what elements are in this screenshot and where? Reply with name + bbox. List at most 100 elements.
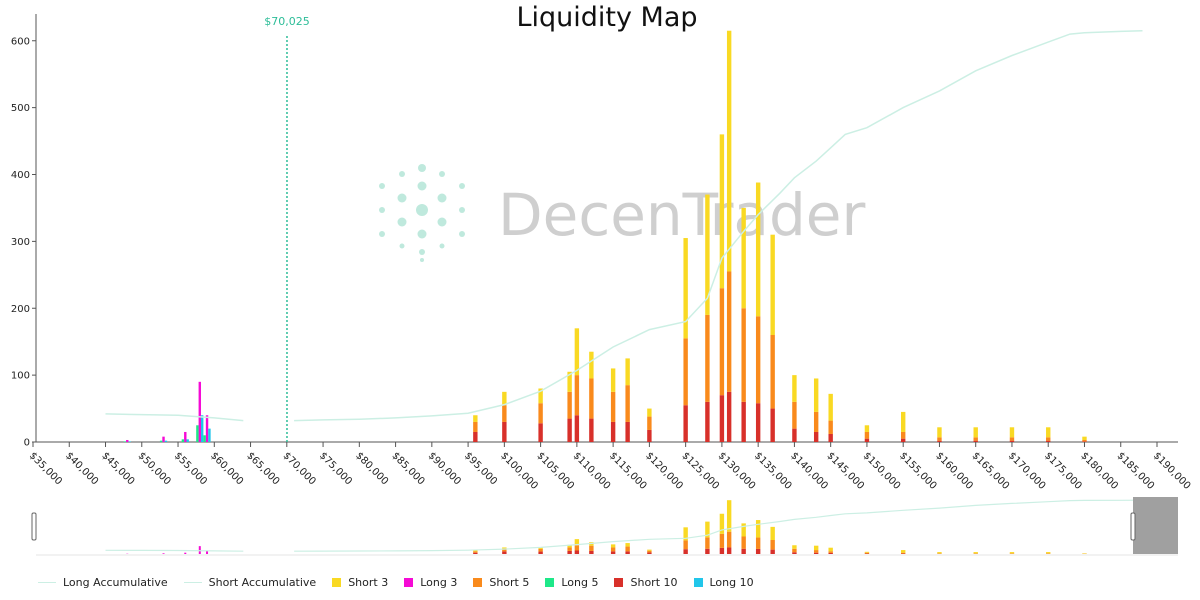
nav-short-3-bar <box>864 551 870 553</box>
nav-short-10-bar <box>647 552 652 554</box>
nav-short-10-bar <box>705 548 710 554</box>
short-3-bar <box>937 427 942 438</box>
short-3-bar <box>574 328 580 376</box>
short-3-bar <box>828 393 833 421</box>
legend-long-10[interactable]: Long 10 <box>693 576 754 589</box>
short-5-bar <box>589 378 594 419</box>
watermark-dot <box>379 231 385 237</box>
nav-short-3-bar <box>813 545 819 551</box>
nav-short-3-bar <box>625 543 630 547</box>
watermark-dot <box>397 217 407 227</box>
legend-long-3[interactable]: Long 3 <box>404 576 457 589</box>
short-5-bar <box>1082 439 1087 442</box>
navigator-left-handle[interactable] <box>31 512 37 541</box>
nav-short-10-bar <box>813 552 819 554</box>
nav-short-10-bar <box>473 552 478 554</box>
liquidity-bars <box>123 30 1087 442</box>
nav-short-3-bar <box>937 552 942 554</box>
short-3-bar <box>726 30 732 272</box>
nav-short-10-bar <box>567 550 572 554</box>
long-3-bar <box>126 439 129 442</box>
legend-label: Long Accumulative <box>63 575 168 589</box>
square-swatch-icon <box>332 577 342 587</box>
short-5-bar <box>755 316 761 404</box>
nav-long-3-bar <box>184 552 187 554</box>
navigator-right-handle[interactable] <box>1130 512 1136 541</box>
short-3-bar <box>473 415 478 422</box>
y-tick-label: 500 <box>11 103 30 114</box>
navigator-selection-mask[interactable] <box>1133 497 1178 554</box>
nav-short-3-bar <box>647 549 652 551</box>
y-tick-label: 300 <box>11 237 30 248</box>
x-tick-label: $125,000 <box>680 450 722 492</box>
x-tick-label: $95,000 <box>462 450 499 487</box>
nav-short-3-bar <box>973 552 978 554</box>
nav-short-5-bar <box>726 531 732 548</box>
current-price-label: $70,025 <box>264 15 310 28</box>
nav-short-10-bar <box>625 551 630 554</box>
line-swatch-icon <box>38 581 56 583</box>
short-3-bar <box>719 134 725 289</box>
short-10-bar <box>610 421 616 442</box>
nav-short-3-bar <box>473 550 478 552</box>
watermark-dot <box>459 207 465 213</box>
short-10-bar <box>705 401 710 442</box>
legend-short-10[interactable]: Short 10 <box>614 575 678 589</box>
short-5-bar <box>937 437 942 441</box>
short-3-bar <box>973 427 978 438</box>
legend-label: Short 10 <box>630 575 678 589</box>
long-3-bar <box>184 431 187 442</box>
x-tick-label: $140,000 <box>788 450 830 492</box>
line-swatch-icon <box>183 581 202 583</box>
nav-short-3-bar <box>683 527 688 541</box>
nav-short-5-bar <box>755 537 761 549</box>
square-swatch-icon <box>473 577 483 587</box>
short-5-bar <box>828 420 833 434</box>
nav-short-10-bar <box>726 547 732 554</box>
x-tick-label: $120,000 <box>643 450 685 492</box>
nav-short-10-bar <box>828 552 833 554</box>
square-swatch-icon <box>614 577 624 587</box>
short-10-bar <box>741 401 746 442</box>
legend-short-3[interactable]: Short 3 <box>332 576 388 589</box>
x-tick-label: $110,000 <box>571 450 613 492</box>
legend-label: Short Accumulative <box>208 575 317 589</box>
short-10-bar <box>900 438 906 442</box>
x-tick-label: $35,000 <box>27 450 64 487</box>
legend-label: Long 3 <box>420 575 458 589</box>
nav-short-10-bar <box>683 549 688 554</box>
nav-short-5-bar <box>683 540 688 550</box>
short-5-bar <box>567 391 572 419</box>
square-swatch-icon <box>545 577 555 587</box>
nav-long-3-bar <box>162 553 165 554</box>
nav-short-5-bar <box>647 550 652 553</box>
nav-short-5-bar <box>864 552 870 554</box>
x-tick-label: $155,000 <box>897 450 939 492</box>
short-5-bar <box>473 421 478 432</box>
short-10-bar <box>683 405 688 442</box>
nav-short-3-bar <box>1046 552 1051 554</box>
long-10-bar <box>164 440 168 442</box>
nav-short-5-bar <box>567 547 572 551</box>
long-10-bar <box>208 428 211 442</box>
legend-long-5[interactable]: Long 5 <box>545 576 598 589</box>
square-swatch-icon <box>404 577 414 587</box>
x-tick-label: $105,000 <box>534 450 576 492</box>
x-tick-label: $180,000 <box>1078 450 1120 492</box>
legend-short-5[interactable]: Short 5 <box>473 576 529 589</box>
short-5-bar <box>1009 437 1015 441</box>
watermark-dot <box>417 229 427 239</box>
short-5-bar <box>574 375 580 416</box>
short-10-bar <box>864 438 870 442</box>
short-5-bar <box>770 335 775 409</box>
short-5-bar <box>973 437 978 441</box>
long-10-bar <box>186 439 189 442</box>
range-navigator[interactable] <box>31 497 1178 556</box>
short-10-bar <box>726 391 732 442</box>
legend-long-accumulative[interactable]: Long Accumulative <box>38 576 168 589</box>
nav-short-3-bar <box>741 523 746 537</box>
legend-short-accumulative[interactable]: Short Accumulative <box>183 575 317 589</box>
nav-short-10-bar <box>792 552 797 554</box>
long-5-bar <box>181 439 185 442</box>
x-tick-label: $90,000 <box>426 450 463 487</box>
